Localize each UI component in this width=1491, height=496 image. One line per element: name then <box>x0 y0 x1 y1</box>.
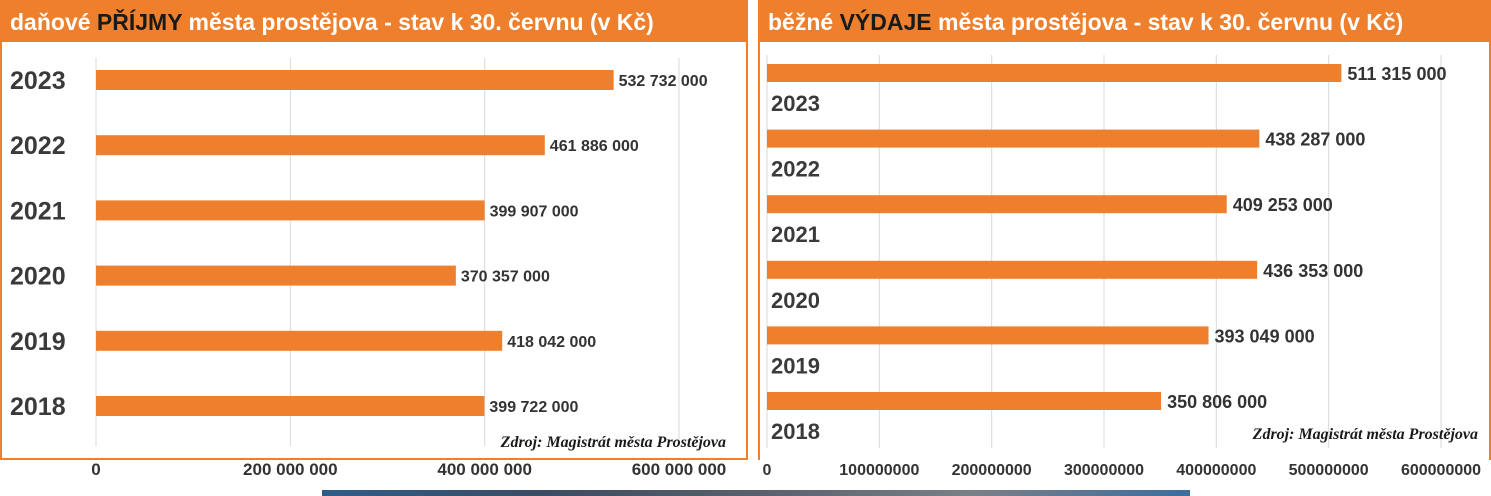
bar <box>96 265 456 286</box>
category-label: 2022 <box>10 132 66 160</box>
bar <box>767 260 1258 279</box>
x-tick-label: 600 000 000 <box>632 460 727 479</box>
category-label: 2021 <box>771 222 820 247</box>
x-tick-label: 200000000 <box>952 462 1032 479</box>
category-label: 2020 <box>771 288 820 313</box>
data-label: 511 315 000 <box>1347 64 1446 84</box>
category-label: 2019 <box>10 328 66 356</box>
bar <box>96 330 503 351</box>
x-tick-label: 400 000 000 <box>437 460 532 479</box>
category-label: 2023 <box>771 91 820 116</box>
income-chart-title: daňové PŘÍJMY města prostějova - stav k … <box>2 2 746 42</box>
bar <box>96 135 545 156</box>
category-label: 2018 <box>771 419 820 444</box>
photo-strip <box>322 490 1190 496</box>
bar <box>767 195 1227 214</box>
data-label: 393 049 000 <box>1215 326 1315 346</box>
expenses-chart-title: běžné VÝDAJE města prostějova - stav k 3… <box>760 2 1489 42</box>
x-tick-label: 500000000 <box>1289 462 1369 479</box>
bar <box>96 396 485 416</box>
category-label: 2022 <box>771 157 820 182</box>
x-tick-label: 0 <box>763 462 772 479</box>
expenses-title-highlight: VÝDAJE <box>839 9 932 35</box>
bar <box>767 392 1162 410</box>
category-label: 2018 <box>10 393 66 421</box>
data-label: 532 732 000 <box>619 73 708 90</box>
x-tick-label: 0 <box>91 460 100 479</box>
category-label: 2023 <box>10 67 66 95</box>
data-label: 436 353 000 <box>1263 261 1363 281</box>
category-label: 2020 <box>10 263 66 291</box>
data-label: 418 042 000 <box>507 334 596 351</box>
expenses-title-pre: běžné <box>768 9 840 35</box>
x-tick-label: 200 000 000 <box>243 460 338 479</box>
x-tick-label: 300000000 <box>1064 462 1144 479</box>
income-title-highlight: PŘÍJMY <box>96 9 183 35</box>
bar <box>767 326 1209 345</box>
bar <box>767 64 1342 82</box>
data-label: 438 287 000 <box>1265 130 1365 150</box>
income-title-pre: daňové <box>10 9 97 35</box>
income-bar-chart: 0 200 000 000 400 000 000 600 000 000 2023 53… <box>10 58 727 479</box>
expenses-title-post: města prostějova - stav k 30. červnu (v … <box>931 9 1404 35</box>
data-label: 350 806 000 <box>1167 392 1267 412</box>
category-label: 2021 <box>10 197 66 225</box>
x-tick-label: 100000000 <box>839 462 919 479</box>
category-label: 2019 <box>771 353 820 378</box>
bar <box>96 70 614 90</box>
data-label: 399 722 000 <box>489 399 578 416</box>
source-note: Zdroj: Magistrát města Prostějova <box>1252 426 1478 443</box>
x-tick-label: 400000000 <box>1176 462 1256 479</box>
x-tick-label: 600000000 <box>1401 462 1481 479</box>
data-label: 399 907 000 <box>490 203 579 220</box>
source-note: Zdroj: Magistrát města Prostějova <box>500 434 726 451</box>
bar <box>767 129 1260 148</box>
data-label: 461 886 000 <box>550 138 639 155</box>
income-title-post: města prostějova - stav k 30. červnu (v … <box>182 9 654 35</box>
data-label: 370 357 000 <box>461 269 550 286</box>
data-label: 409 253 000 <box>1233 195 1333 215</box>
bar <box>96 200 485 221</box>
